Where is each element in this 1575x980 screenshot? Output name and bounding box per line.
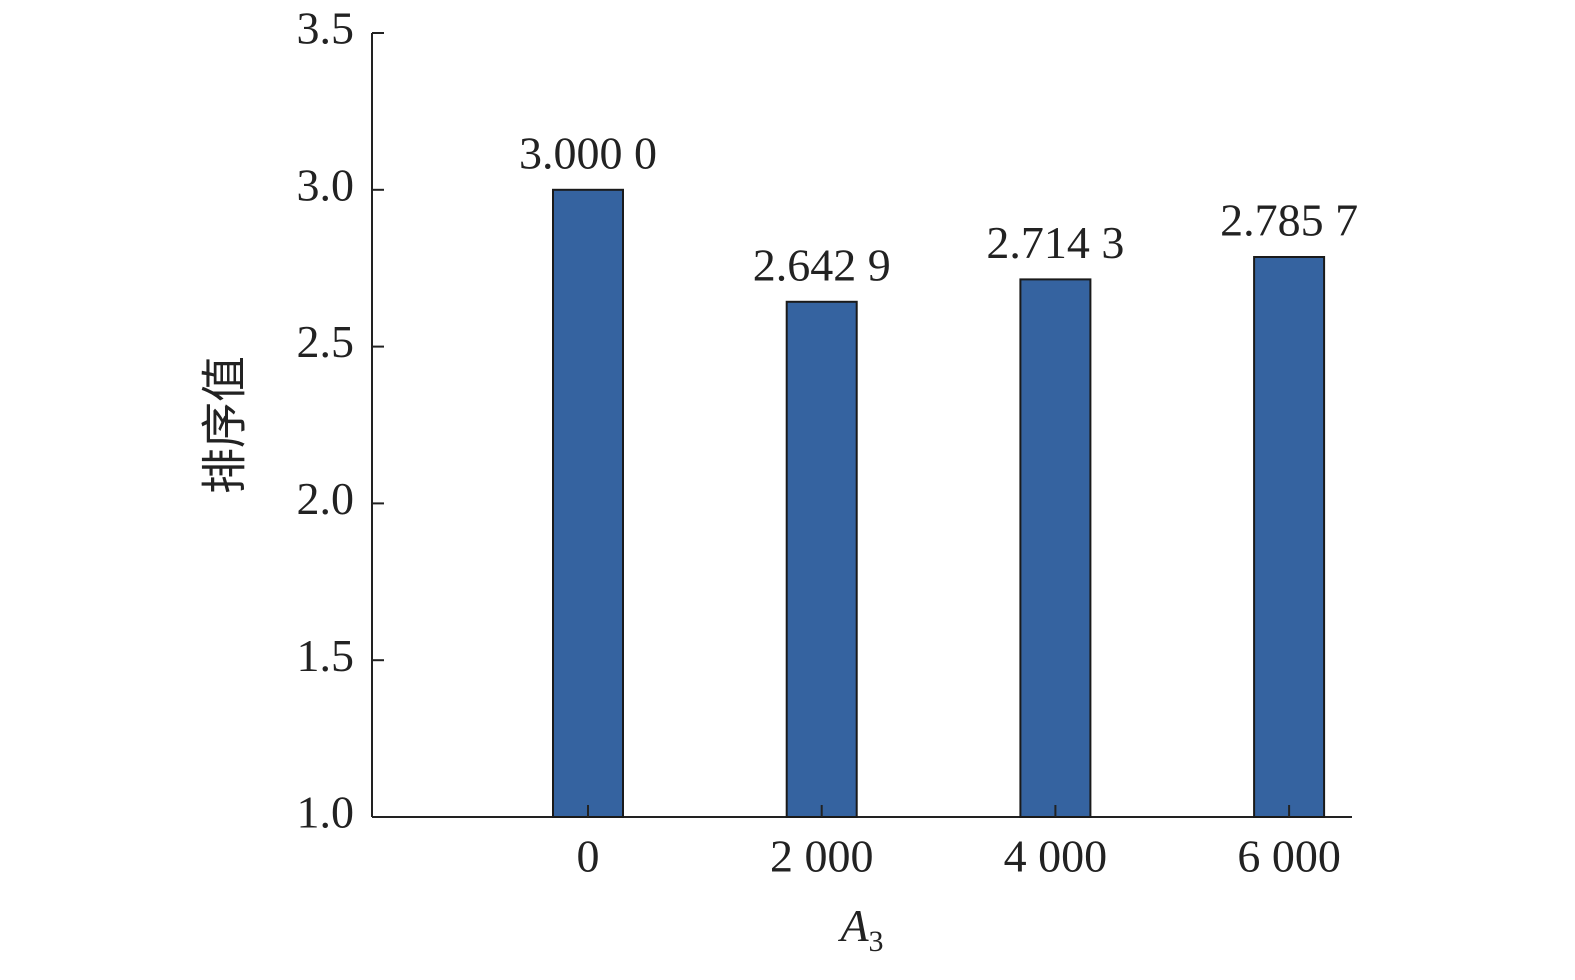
bar [1019, 278, 1092, 818]
bar [1253, 256, 1326, 819]
y-tick-label: 3.5 [297, 3, 355, 54]
x-axis-label-sub: 3 [869, 925, 884, 958]
y-tick-label: 1.5 [297, 630, 355, 681]
x-axis-label: A3 [837, 900, 883, 958]
x-tick-label: 4 000 [1004, 831, 1108, 882]
value-label: 3.000 0 [519, 127, 657, 178]
y-tick-label: 1.0 [297, 787, 355, 838]
value-label: 2.714 3 [986, 217, 1124, 268]
x-tick-label: 2 000 [770, 831, 874, 882]
y-tick-label: 3.0 [297, 159, 355, 210]
value-label: 2.642 9 [753, 239, 891, 290]
x-tick-label: 6 000 [1237, 831, 1341, 882]
y-tick-label: 2.5 [297, 316, 355, 367]
bar [552, 188, 624, 819]
y-tick-label: 2.0 [297, 473, 355, 524]
x-axis-label-main: A [837, 900, 869, 951]
y-axis-label: 排序值 [200, 356, 251, 494]
x-tick-label: 0 [577, 831, 600, 882]
value-label: 2.785 7 [1220, 195, 1358, 246]
bar [785, 300, 858, 818]
